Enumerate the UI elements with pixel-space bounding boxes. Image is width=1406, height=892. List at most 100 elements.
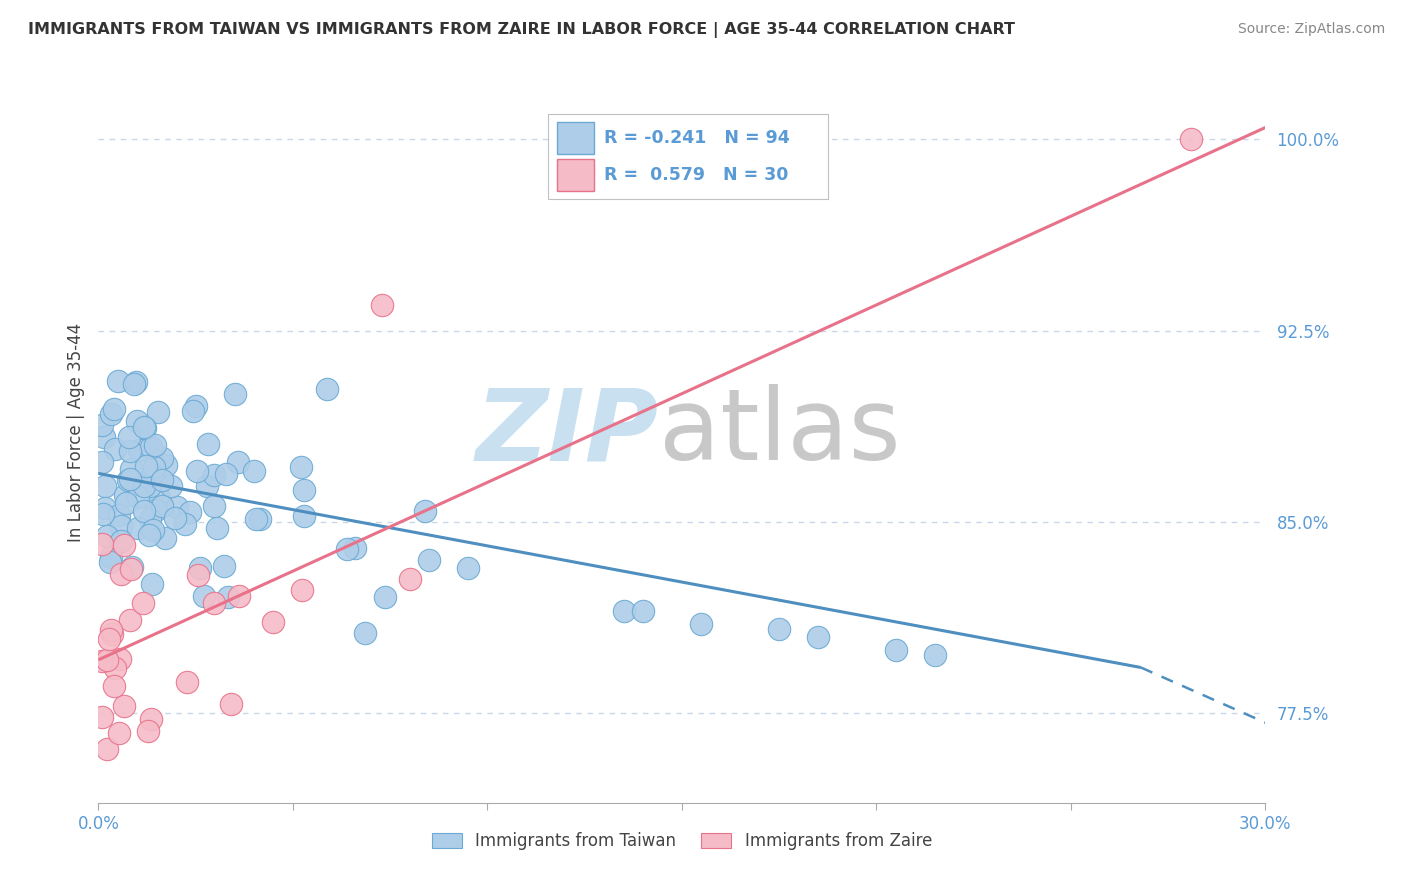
Point	[807, 630, 830, 644]
Point	[134, 504, 156, 518]
Point	[132, 479, 155, 493]
Point	[91, 710, 114, 724]
Point	[353, 625, 375, 640]
Point	[292, 508, 315, 523]
Point	[179, 506, 201, 520]
Point	[631, 604, 654, 618]
Point	[139, 512, 162, 526]
Y-axis label: In Labor Force | Age 35-44: In Labor Force | Age 35-44	[66, 323, 84, 542]
Point	[118, 471, 141, 485]
Point	[96, 652, 118, 666]
Point	[118, 613, 141, 627]
Point	[132, 596, 155, 610]
Point	[768, 622, 790, 636]
Point	[290, 582, 312, 597]
Point	[91, 654, 114, 668]
Point	[217, 591, 239, 605]
Point	[98, 632, 121, 647]
Text: R =  0.579   N = 30: R = 0.579 N = 30	[603, 166, 789, 184]
Point	[96, 742, 118, 756]
Point	[103, 679, 125, 693]
Text: ZIP: ZIP	[475, 384, 658, 481]
Point	[190, 560, 212, 574]
Point	[142, 460, 165, 475]
Point	[139, 479, 162, 493]
Point	[108, 508, 131, 522]
Point	[100, 555, 122, 569]
Point	[145, 503, 167, 517]
Point	[91, 455, 114, 469]
Point	[173, 517, 195, 532]
Point	[127, 414, 149, 428]
Point	[136, 724, 159, 739]
Point	[226, 455, 249, 469]
Point	[146, 489, 169, 503]
Text: R = -0.241   N = 94: R = -0.241 N = 94	[603, 129, 790, 147]
Point	[290, 460, 312, 475]
Point	[181, 404, 204, 418]
Point	[91, 418, 114, 433]
Point	[138, 528, 160, 542]
Point	[245, 511, 267, 525]
Point	[100, 408, 122, 422]
Point	[153, 531, 176, 545]
Point	[398, 572, 420, 586]
Point	[134, 420, 156, 434]
Point	[160, 479, 183, 493]
Point	[124, 376, 146, 391]
Point	[120, 562, 142, 576]
Point	[343, 541, 366, 555]
Point	[249, 512, 271, 526]
Point	[884, 642, 907, 657]
Point	[143, 438, 166, 452]
Text: atlas: atlas	[658, 384, 900, 481]
Point	[128, 443, 150, 458]
Point	[107, 726, 129, 740]
Point	[413, 504, 436, 518]
Point	[91, 537, 114, 551]
Point	[193, 589, 215, 603]
Point	[195, 479, 218, 493]
Point	[146, 405, 169, 419]
Point	[176, 674, 198, 689]
Point	[187, 568, 209, 582]
Point	[108, 652, 131, 666]
Point	[457, 561, 479, 575]
Point	[103, 401, 125, 416]
Point	[202, 467, 225, 482]
Point	[202, 596, 225, 610]
Point	[107, 374, 129, 388]
Point	[110, 519, 132, 533]
Point	[150, 474, 173, 488]
Point	[121, 560, 143, 574]
Legend: Immigrants from Taiwan, Immigrants from Zaire: Immigrants from Taiwan, Immigrants from …	[432, 832, 932, 850]
Point	[316, 382, 339, 396]
Point	[613, 604, 636, 618]
Point	[186, 464, 208, 478]
Point	[136, 439, 159, 453]
Point	[104, 661, 127, 675]
Point	[110, 533, 132, 548]
Point	[112, 538, 135, 552]
Point	[114, 488, 136, 502]
Text: IMMIGRANTS FROM TAIWAN VS IMMIGRANTS FROM ZAIRE IN LABOR FORCE | AGE 35-44 CORRE: IMMIGRANTS FROM TAIWAN VS IMMIGRANTS FRO…	[28, 22, 1015, 38]
Point	[96, 528, 118, 542]
Point	[124, 376, 146, 390]
Point	[110, 566, 132, 581]
Point	[101, 626, 124, 640]
Point	[112, 699, 135, 714]
Point	[117, 473, 139, 487]
Point	[127, 521, 149, 535]
Point	[690, 617, 713, 632]
Point	[100, 549, 122, 564]
Text: Source: ZipAtlas.com: Source: ZipAtlas.com	[1237, 22, 1385, 37]
Point	[118, 429, 141, 443]
Point	[197, 436, 219, 450]
Bar	[548, 114, 828, 200]
Point	[228, 589, 250, 603]
Point	[94, 478, 117, 492]
Point	[100, 623, 122, 637]
Point	[150, 450, 173, 465]
Point	[91, 508, 114, 522]
Point	[150, 499, 173, 513]
